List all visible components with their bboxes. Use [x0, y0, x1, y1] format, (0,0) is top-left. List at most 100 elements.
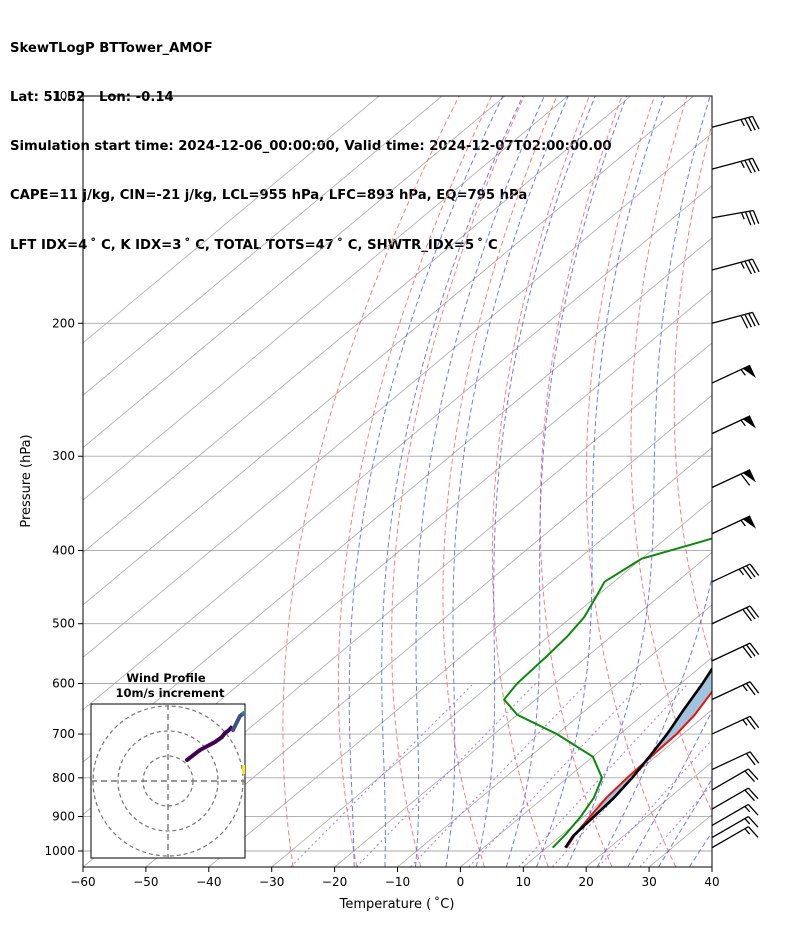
barb-flag: [747, 768, 759, 780]
barb-half-flag: [740, 419, 746, 427]
dry-adiabat: [757, 96, 794, 867]
barb-half-flag: [744, 828, 751, 835]
wind-barbs: [711, 115, 760, 849]
barb-half-flag: [738, 568, 745, 576]
dry-adiabat: [585, 96, 677, 867]
dry-adiabat: [491, 96, 590, 867]
isotherm: [83, 96, 506, 449]
isotherm: [397, 604, 712, 867]
barb-pennant: [742, 469, 756, 483]
barb-flag: [745, 717, 756, 730]
barb-staff: [711, 157, 753, 170]
wind-barb: [711, 258, 760, 275]
wind-barb: [711, 681, 760, 701]
barb-flag: [749, 751, 760, 764]
dewpoint-line: [502, 537, 712, 849]
wind-barb: [711, 415, 756, 435]
wind-barb: [711, 816, 759, 839]
barb-flag: [747, 826, 759, 838]
barb-flag: [752, 210, 760, 225]
y-tick-label: 700: [52, 727, 75, 741]
barb-half-flag: [740, 119, 745, 127]
barb-flag: [740, 315, 749, 329]
barb-half-flag: [740, 369, 746, 376]
wind-barb: [711, 311, 760, 329]
barb-flag: [745, 644, 756, 657]
wind-barb: [711, 157, 760, 174]
barb-flag: [744, 314, 752, 328]
barb-staff: [711, 311, 753, 324]
barb-flag: [751, 158, 760, 172]
hodograph-trace: [231, 711, 245, 732]
isotherm: [460, 656, 712, 867]
wind-barb: [711, 563, 760, 583]
moist-adiabat: [348, 96, 504, 867]
barb-staff: [711, 715, 751, 735]
barb-half-flag: [740, 212, 745, 220]
wind-barb: [711, 115, 760, 132]
barb-staff: [711, 803, 749, 827]
wind-profile-inset: Wind Profile 10m/s increment: [90, 671, 246, 859]
barb-staff: [711, 642, 751, 662]
barb-flag: [744, 160, 752, 174]
hodograph-surface-marker: [242, 765, 245, 774]
x-tick-label: 0: [457, 875, 465, 889]
barb-flag: [749, 642, 760, 655]
hodograph-ring-20: [117, 730, 219, 832]
y-tick-label: 800: [52, 771, 75, 785]
barb-flag: [744, 211, 752, 226]
barb-half-flag: [742, 684, 748, 692]
wind-barb: [711, 515, 756, 535]
isotherm: [83, 96, 694, 606]
isotherm: [83, 96, 443, 396]
barb-flag: [747, 816, 759, 828]
barb-flag: [744, 770, 755, 782]
barb-staff: [711, 209, 754, 219]
moist-adiabat: [381, 96, 524, 867]
mixing-ratio-line: [598, 739, 712, 867]
moist-adiabat: [445, 96, 569, 867]
moist-adiabat: [415, 96, 545, 867]
temperature-line: [565, 690, 712, 849]
barb-flag: [751, 116, 760, 130]
y-tick-label: 400: [52, 544, 75, 558]
barb-flag: [745, 683, 756, 696]
barb-staff: [711, 751, 751, 771]
wind-barb: [711, 605, 760, 625]
barb-flag: [749, 605, 760, 618]
barb-flag: [749, 681, 760, 694]
y-tick-label: 600: [52, 677, 75, 691]
y-tick-label: 500: [52, 617, 75, 631]
wind-barb: [711, 787, 759, 810]
barb-staff: [711, 826, 749, 849]
dry-adiabat: [391, 96, 525, 867]
barb-flag: [745, 607, 756, 620]
isotherm: [83, 96, 632, 554]
barb-staff: [711, 605, 751, 625]
dry-adiabat: [539, 96, 623, 867]
wind-barb: [711, 209, 760, 226]
x-tick-label: 30: [641, 875, 656, 889]
isotherm: [83, 96, 380, 344]
x-tick-label: −10: [385, 875, 410, 889]
isotherm: [208, 447, 712, 867]
barb-flag: [751, 312, 760, 326]
barb-flag: [742, 608, 752, 622]
barb-staff: [711, 787, 749, 810]
barb-flag: [744, 789, 755, 802]
mixing-ratio-line: [355, 683, 536, 867]
y-tick-label: 200: [52, 316, 75, 330]
dry-adiabat: [282, 96, 460, 867]
inset-title: Wind Profile: [126, 671, 206, 685]
barb-flag: [742, 646, 752, 659]
barb-staff: [711, 681, 751, 701]
hodograph-trace: [185, 725, 235, 762]
wind-barb: [711, 803, 759, 827]
inset-subtitle: 10m/s increment: [116, 686, 225, 700]
wind-barb: [711, 751, 760, 771]
x-tick-label: 20: [579, 875, 594, 889]
barb-flag: [745, 565, 756, 578]
barb-staff: [711, 115, 753, 128]
barb-flag: [742, 567, 752, 580]
